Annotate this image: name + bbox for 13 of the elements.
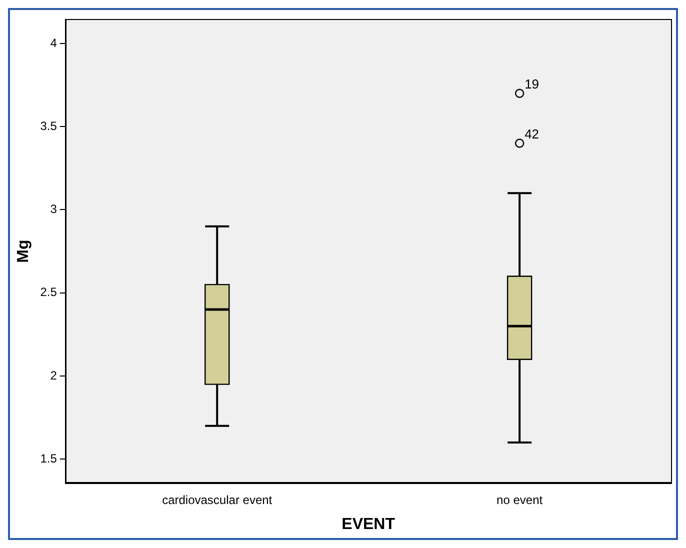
- y-tick-label: 4: [50, 36, 58, 50]
- outer-frame: EVENT Mg cardiovascular event no event 1.5 2 2.5 3 3.5 4 19 42: [8, 8, 678, 540]
- y-tick-label: 2: [50, 368, 58, 382]
- y-tick-label: 2.5: [40, 285, 58, 300]
- x-tick-label: no event: [496, 492, 544, 507]
- y-tick-label: 3.5: [40, 118, 58, 133]
- x-axis-title: EVENT: [342, 516, 396, 533]
- x-tick-label: cardiovascular event: [162, 492, 273, 507]
- annotation: 19: [524, 76, 540, 92]
- y-tick-label: 1.5: [40, 451, 58, 466]
- y-axis-title: Mg: [15, 240, 32, 263]
- annotation: 42: [524, 126, 540, 142]
- y-tick-label: 3: [50, 202, 58, 216]
